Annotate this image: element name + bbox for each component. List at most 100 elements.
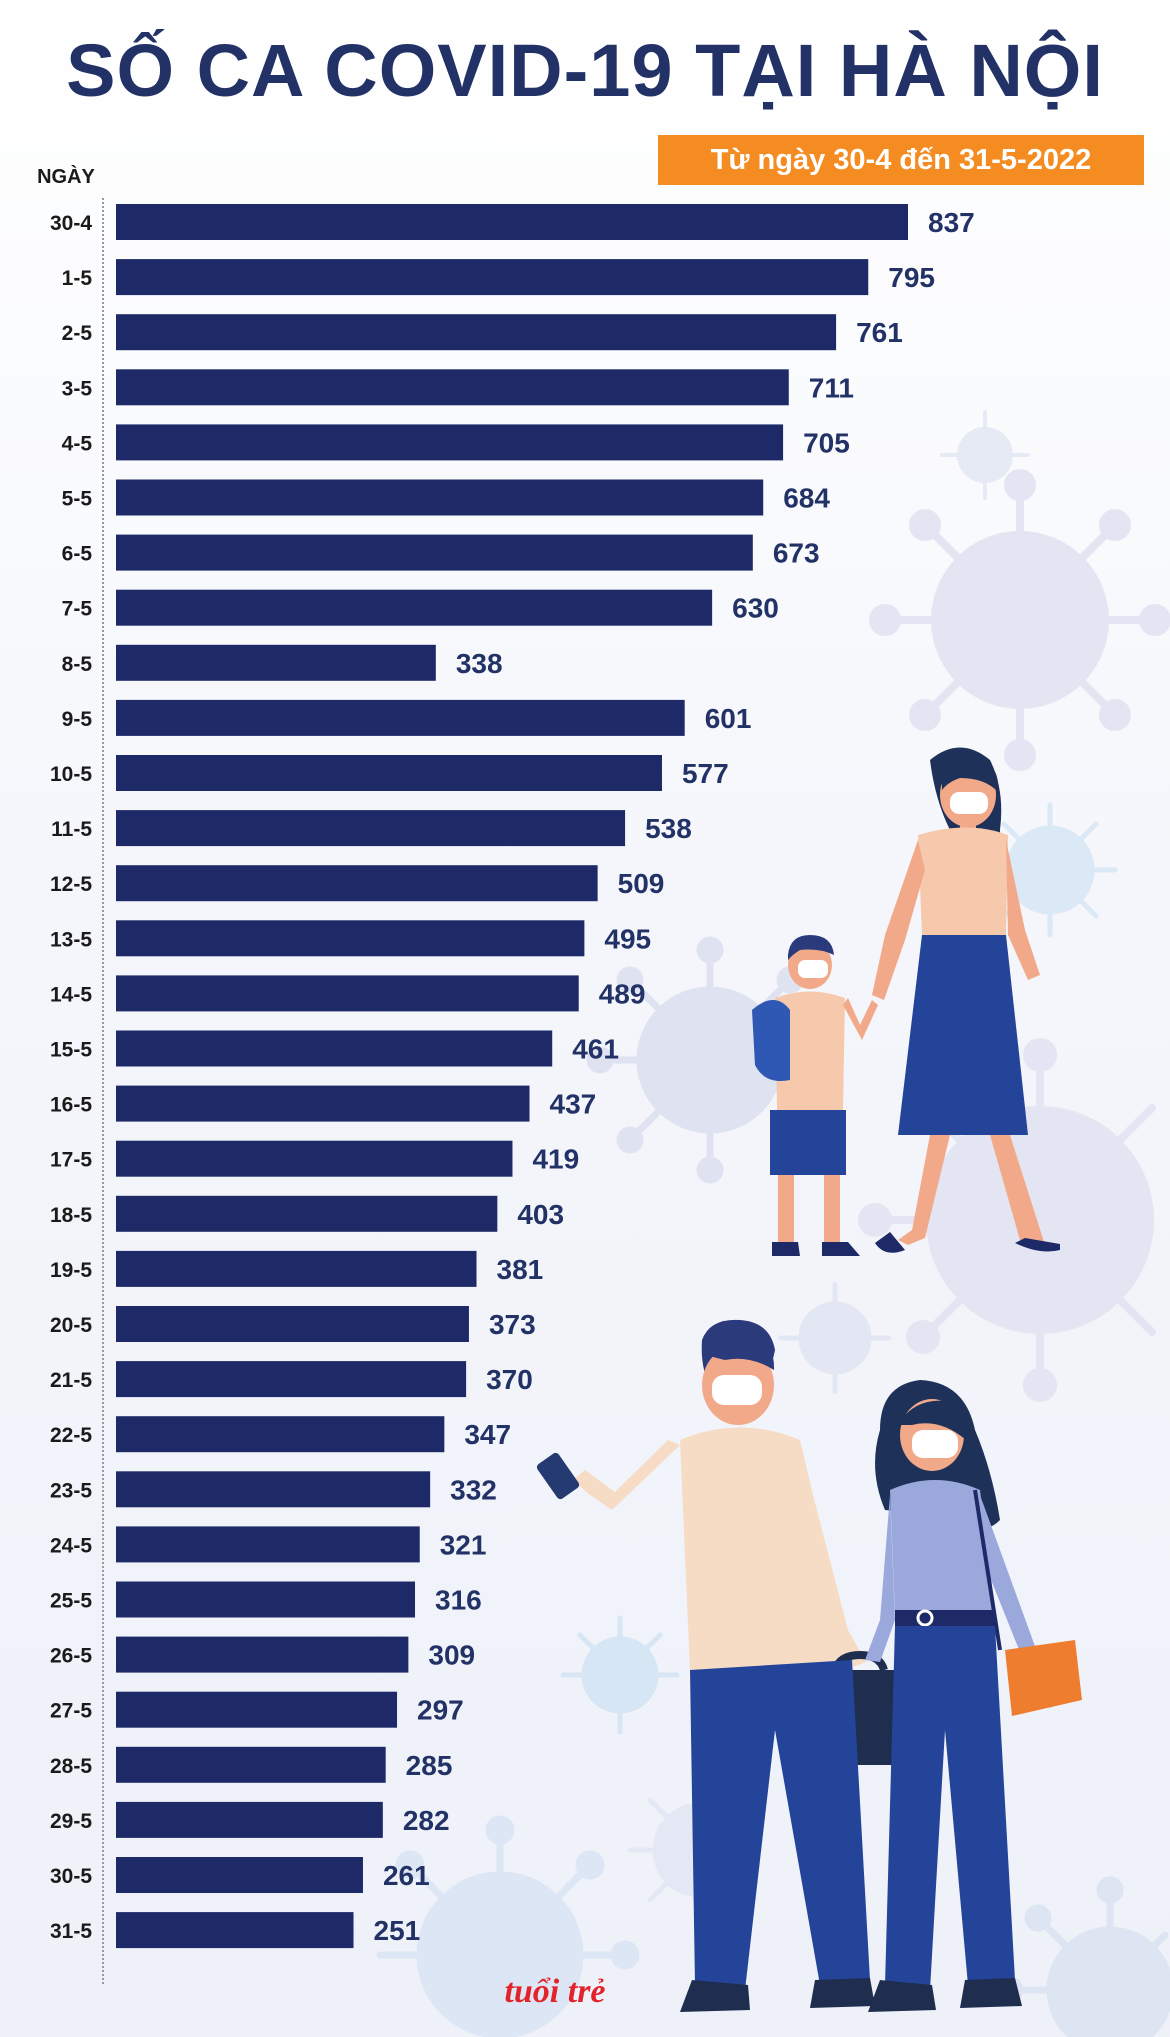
category-label: 29-5 — [50, 1810, 92, 1833]
category-label: 8-5 — [62, 653, 93, 676]
category-label: 24-5 — [50, 1534, 92, 1557]
virus-icon — [376, 1815, 640, 2037]
value-label: 297 — [417, 1695, 464, 1726]
category-label: 30-5 — [50, 1865, 92, 1888]
category-label: 5-5 — [62, 488, 93, 511]
category-label: 15-5 — [50, 1039, 92, 1062]
value-label: 711 — [809, 372, 854, 403]
value-label: 684 — [783, 483, 830, 514]
bar — [116, 589, 713, 626]
category-label: 7-5 — [62, 598, 93, 621]
value-label: 495 — [604, 923, 651, 954]
brand-logo: tuổi trẻ — [504, 1973, 606, 2010]
virus-icon — [560, 1615, 680, 1735]
child-figure — [752, 935, 878, 1256]
bar — [116, 810, 626, 847]
value-label: 285 — [406, 1750, 453, 1781]
chart-title: SỐ CA COVID-19 TẠI HÀ NỘI — [66, 29, 1104, 112]
category-label: 27-5 — [50, 1700, 92, 1723]
bar — [116, 1471, 431, 1508]
value-label: 321 — [440, 1529, 487, 1560]
value-label: 509 — [618, 868, 665, 899]
man-figure — [536, 1319, 930, 2012]
bar — [116, 1581, 416, 1618]
value-label: 316 — [435, 1585, 482, 1616]
value-label: 282 — [403, 1805, 450, 1836]
bar — [116, 479, 764, 516]
value-label: 601 — [705, 703, 752, 734]
bar — [116, 1746, 386, 1783]
value-label: 761 — [856, 317, 903, 348]
value-label: 489 — [599, 978, 646, 1009]
bar — [116, 975, 579, 1012]
virus-icon — [869, 469, 1170, 771]
bar — [116, 534, 753, 571]
bar — [116, 1636, 409, 1673]
category-label: 19-5 — [50, 1259, 92, 1282]
category-label: 10-5 — [50, 763, 92, 786]
category-label: 20-5 — [50, 1314, 92, 1337]
bar — [116, 369, 789, 406]
value-label: 795 — [888, 262, 935, 293]
category-label: 2-5 — [62, 322, 93, 345]
value-label: 705 — [803, 427, 850, 458]
category-label: 17-5 — [50, 1149, 92, 1172]
virus-icon — [940, 410, 1030, 500]
category-label: 12-5 — [50, 873, 92, 896]
bar — [116, 1361, 467, 1398]
category-label: 21-5 — [50, 1369, 92, 1392]
value-label: 309 — [428, 1640, 475, 1671]
category-label: 14-5 — [50, 983, 92, 1006]
value-label: 577 — [682, 758, 729, 789]
virus-icon — [996, 1876, 1170, 2037]
bar — [116, 1526, 420, 1563]
value-label: 437 — [550, 1089, 597, 1120]
bar — [116, 1250, 477, 1287]
category-label: 18-5 — [50, 1204, 92, 1227]
bar — [116, 1140, 513, 1177]
bar — [116, 1306, 469, 1342]
bar — [116, 865, 598, 902]
value-label: 381 — [497, 1254, 544, 1285]
date-range-badge: Từ ngày 30-4 đến 31-5-2022 — [658, 135, 1144, 185]
value-label: 338 — [456, 648, 503, 679]
bar — [116, 1912, 354, 1949]
category-label: 26-5 — [50, 1645, 92, 1668]
value-label: 538 — [645, 813, 692, 844]
woman-figure — [865, 1380, 1082, 2012]
category-label: 9-5 — [62, 708, 93, 731]
bar — [116, 1416, 445, 1453]
category-label: 1-5 — [62, 267, 93, 290]
value-label: 373 — [489, 1309, 536, 1340]
category-label: 4-5 — [62, 432, 93, 455]
category-label: 25-5 — [50, 1590, 92, 1613]
value-label: 251 — [374, 1915, 421, 1946]
value-label: 332 — [450, 1474, 497, 1505]
bar — [116, 1030, 553, 1067]
bar — [116, 424, 784, 461]
bar — [116, 644, 436, 681]
value-label: 673 — [773, 538, 820, 569]
category-label: 13-5 — [50, 928, 92, 951]
bar — [116, 1691, 398, 1728]
category-label: 6-5 — [62, 543, 93, 566]
value-label: 403 — [517, 1199, 564, 1230]
value-label: 837 — [928, 207, 975, 238]
value-label: 461 — [572, 1034, 619, 1065]
bar — [116, 314, 837, 351]
bar — [116, 699, 685, 736]
virus-icon — [778, 1281, 892, 1395]
category-label: 30-4 — [50, 212, 92, 235]
mother-figure — [872, 747, 1060, 1253]
virus-icon — [586, 936, 804, 1184]
virus-icon — [858, 1038, 1156, 1402]
category-label: 23-5 — [50, 1479, 92, 1502]
category-label: 22-5 — [50, 1424, 92, 1447]
category-label: 11-5 — [51, 818, 92, 841]
category-label: 16-5 — [50, 1094, 92, 1117]
value-label: 261 — [383, 1860, 430, 1891]
value-label: 370 — [486, 1364, 533, 1395]
bar — [116, 1801, 383, 1838]
bar — [116, 1857, 363, 1893]
